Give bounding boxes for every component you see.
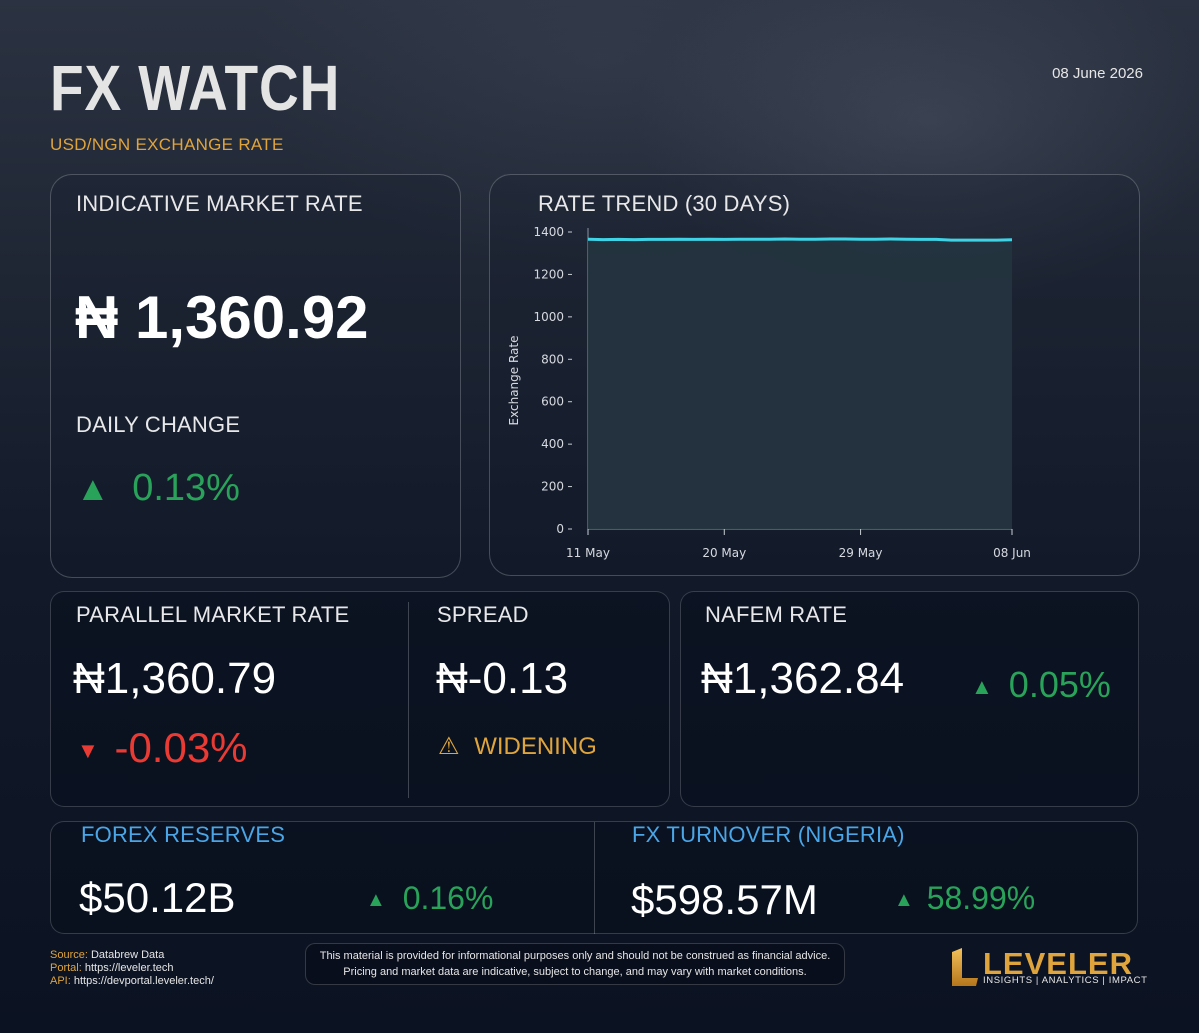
disclaimer-line-1: This material is provided for informatio… — [319, 950, 831, 962]
spread-value: ₦-0.13 — [436, 654, 569, 703]
up-arrow-icon: ▲ — [76, 470, 110, 508]
up-arrow-icon: ▲ — [971, 674, 993, 700]
nafem-change: ▲ 0.05% — [971, 664, 1111, 706]
nafem-change-value: 0.05% — [1008, 664, 1111, 705]
y-tick-label: 800 — [541, 352, 564, 366]
leveler-logo-mark — [950, 946, 980, 988]
spread-status: ⚠ WIDENING — [438, 732, 597, 761]
y-tick-label: 600 — [541, 395, 564, 409]
api-key: API: — [50, 975, 71, 987]
x-tick-label: 20 May — [702, 546, 746, 560]
parallel-spread-card: PARALLEL MARKET RATE ₦1,360.79 ▼ -0.03% … — [50, 591, 670, 807]
indicative-rate-card: INDICATIVE MARKET RATE ₦ 1,360.92 DAILY … — [50, 174, 461, 578]
daily-change-label: DAILY CHANGE — [76, 412, 241, 437]
source-line: Source: Databrew Data — [50, 949, 214, 962]
portal-key: Portal: — [50, 962, 82, 974]
api-link[interactable]: https://devportal.leveler.tech/ — [73, 975, 214, 987]
rate-trend-label: RATE TREND (30 DAYS) — [538, 191, 791, 216]
nafem-value: ₦1,362.84 — [701, 654, 905, 703]
daily-change-value: 0.13% — [132, 467, 240, 509]
y-tick-label: 400 — [541, 437, 564, 451]
leveler-tagline: INSIGHTS | ANALYTICS | IMPACT — [983, 975, 1148, 986]
fx-turnover-change-value: 58.99% — [926, 880, 1036, 916]
leveler-logo-text: LEVELER — [983, 946, 1133, 981]
reserves-turnover-card: FOREX RESERVES $50.12B ▲ 0.16% FX TURNOV… — [50, 821, 1138, 934]
report-date: 08 June 2026 — [1052, 65, 1143, 82]
fx-turnover-change: ▲ 58.99% — [894, 880, 1035, 917]
nafem-card: NAFEM RATE ₦1,362.84 ▲ 0.05% — [680, 591, 1139, 807]
spread-status-text: WIDENING — [474, 733, 597, 760]
source-value: Databrew Data — [90, 949, 165, 961]
daily-change: ▲ 0.13% — [76, 467, 240, 510]
page-title: FX WATCH — [50, 52, 341, 124]
spread-label: SPREAD — [437, 602, 529, 627]
source-key: Source: — [50, 949, 88, 961]
footer-sources: Source: Databrew Data Portal: https://le… — [50, 949, 214, 988]
forex-reserves-label: FOREX RESERVES — [81, 822, 286, 847]
parallel-change: ▼ -0.03% — [77, 724, 248, 772]
x-tick-label: 29 May — [839, 546, 883, 560]
parallel-rate-label: PARALLEL MARKET RATE — [76, 602, 350, 627]
up-arrow-icon: ▲ — [366, 889, 386, 912]
x-tick-label: 08 Jun — [993, 546, 1031, 560]
card-divider — [408, 602, 409, 798]
card-divider — [594, 822, 595, 934]
fx-turnover-label: FX TURNOVER (NIGERIA) — [632, 822, 905, 847]
nafem-label: NAFEM RATE — [705, 602, 848, 627]
portal-line: Portal: https://leveler.tech — [50, 962, 214, 975]
api-line: API: https://devportal.leveler.tech/ — [50, 975, 214, 988]
disclaimer-box: This material is provided for informatio… — [305, 943, 845, 985]
y-tick-label: 200 — [541, 480, 564, 494]
page-subtitle: USD/NGN EXCHANGE RATE — [50, 135, 284, 154]
forex-reserves-change: ▲ 0.16% — [366, 880, 493, 917]
rate-area — [588, 239, 1012, 529]
forex-reserves-change-value: 0.16% — [402, 880, 494, 916]
y-tick-label: 1000 — [533, 310, 564, 324]
y-tick-label: 1200 — [533, 267, 564, 281]
logo-l-icon — [952, 948, 978, 986]
fx-turnover-value: $598.57M — [631, 876, 818, 923]
parallel-rate-value: ₦1,360.79 — [73, 654, 277, 703]
indicative-rate-value: ₦ 1,360.92 — [75, 284, 369, 351]
rate-trend-chart: 0 200 400 600 800 1000 1200 1400 11 May 20 May 29 … — [507, 225, 1031, 560]
up-arrow-icon: ▲ — [894, 889, 914, 912]
indicative-rate-label: INDICATIVE MARKET RATE — [76, 191, 363, 216]
rate-line — [587, 237, 1013, 242]
y-tick-label: 1400 — [533, 225, 564, 239]
y-tick-label: 0 — [556, 522, 564, 536]
disclaimer-line-2: Pricing and market data are indicative, … — [343, 966, 807, 978]
x-tick-label: 11 May — [566, 546, 610, 560]
down-arrow-icon: ▼ — [77, 737, 99, 763]
forex-reserves-value: $50.12B — [79, 874, 236, 921]
portal-link[interactable]: https://leveler.tech — [84, 962, 174, 974]
warning-icon: ⚠ — [438, 733, 460, 760]
y-axis-label: Exchange Rate — [507, 336, 521, 426]
parallel-change-value: -0.03% — [114, 724, 248, 771]
